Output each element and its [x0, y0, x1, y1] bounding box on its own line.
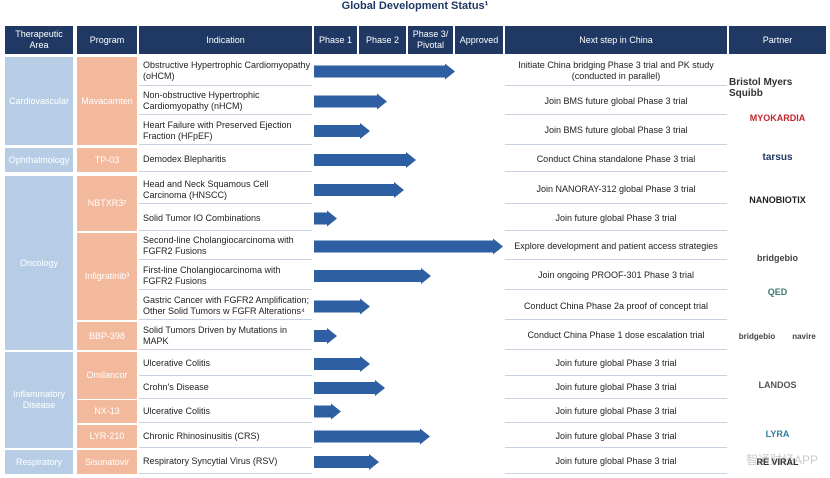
indication: Crohn's Disease [139, 377, 312, 399]
next-step: Join future global Phase 3 trial [505, 352, 727, 376]
indication: Non-obstructive Hypertrophic Cardiomyopa… [139, 88, 312, 115]
progress-arrow [314, 238, 503, 255]
header-cell: Program [77, 26, 137, 54]
area-cell: Oncology [5, 176, 73, 350]
indication: Solid Tumor IO Combinations [139, 206, 312, 231]
partner-logo: RE VIRAL [756, 456, 799, 467]
indication: Demodex Blepharitis [139, 148, 312, 172]
indication: Head and Neck Squamous Cell Carcinoma (H… [139, 176, 312, 204]
program-cell: NX-13 [77, 400, 137, 423]
partner-logo: QED [767, 286, 788, 297]
indication: Second-line Cholangiocarcinoma with FGFR… [139, 233, 312, 260]
progress-arrow [314, 454, 379, 470]
title: Global Development Status¹ [341, 0, 489, 12]
next-step: Explore development and patient access s… [505, 233, 727, 260]
partner-logo: MYOKARDIA [749, 112, 806, 123]
progress-arrow [314, 152, 416, 168]
partner-logo: tarsus [762, 151, 793, 163]
header-cell: Indication [139, 26, 312, 54]
header-cell: Phase 3/ Pivotal [408, 26, 453, 54]
indication: Ulcerative Colitis [139, 352, 312, 376]
progress-arrow [314, 428, 430, 445]
next-step: Join BMS future global Phase 3 trial [505, 88, 727, 115]
next-step: Join BMS future global Phase 3 trial [505, 117, 727, 145]
indication: Solid Tumors Driven by Mutations in MAPK [139, 322, 312, 350]
next-step: Conduct China Phase 2a proof of concept … [505, 293, 727, 320]
indication: First-line Cholangiocarcinoma with FGFR2… [139, 262, 312, 290]
partner-logo: NANOBIOTIX [749, 194, 806, 205]
progress-arrow [314, 356, 370, 372]
program-cell: NBTXR3² [77, 176, 137, 231]
indication: Gastric Cancer with FGFR2 Amplification;… [139, 293, 312, 320]
partner-logo: LYRA [765, 428, 790, 439]
indication: Obstructive Hypertrophic Cardiomyopathy … [139, 57, 312, 86]
program-cell: TP-03 [77, 148, 137, 172]
next-step: Join future global Phase 3 trial [505, 400, 727, 423]
area-cell: Inflammatory Disease [5, 352, 73, 448]
progress-arrow [314, 210, 337, 227]
progress-arrow [314, 403, 341, 420]
header-cell: Next step in China [505, 26, 727, 54]
program-cell: Sisunatovir [77, 450, 137, 474]
header-cell: Phase 1 [314, 26, 357, 54]
next-step: Join NANORAY-312 global Phase 3 trial [505, 176, 727, 204]
next-step: Join future global Phase 3 trial [505, 377, 727, 399]
next-step: Join future global Phase 3 trial [505, 450, 727, 474]
program-cell: Mavacamten [77, 57, 137, 145]
area-cell: Ophthalmology [5, 148, 73, 172]
indication: Heart Failure with Preserved Ejection Fr… [139, 117, 312, 145]
progress-arrow [314, 63, 455, 80]
partner-logo: Bristol Myers Squibb [729, 77, 793, 99]
next-step: Join ongoing PROOF-301 Phase 3 trial [505, 262, 727, 290]
program-cell: Infigratinib³ [77, 233, 137, 320]
area-cell: Respiratory [5, 450, 73, 474]
progress-arrow [314, 93, 387, 110]
progress-arrow [314, 298, 370, 315]
progress-arrow [314, 182, 404, 198]
program-cell: BBP-398 [77, 322, 137, 350]
indication: Respiratory Syncytial Virus (RSV) [139, 450, 312, 474]
next-step: Join future global Phase 3 trial [505, 425, 727, 448]
next-step: Conduct China standalone Phase 3 trial [505, 148, 727, 172]
indication: Ulcerative Colitis [139, 400, 312, 423]
progress-arrow [314, 268, 431, 284]
progress-arrow [314, 123, 370, 139]
partner-logo: LANDOS [758, 379, 797, 390]
area-cell: Cardiovascular [5, 57, 73, 145]
progress-arrow [314, 328, 337, 344]
indication: Chronic Rhinosinusitis (CRS) [139, 425, 312, 448]
program-cell: LYR-210 [77, 425, 137, 448]
header-cell: Therapeutic Area [5, 26, 73, 54]
program-cell: Omilancor [77, 352, 137, 399]
header-cell: Partner [729, 26, 826, 54]
progress-arrow [314, 380, 385, 396]
next-step: Initiate China bridging Phase 3 trial an… [505, 57, 727, 86]
header-cell: Phase 2 [359, 26, 406, 54]
watermark: 智通财经APP [745, 453, 818, 467]
header-cell: Approved [455, 26, 503, 54]
next-step: Conduct China Phase 1 dose escalation tr… [505, 322, 727, 350]
next-step: Join future global Phase 3 trial [505, 206, 727, 231]
partner-logo: navire [792, 331, 816, 341]
arrow-group [314, 63, 503, 470]
partner-logo: bridgebio [757, 252, 798, 263]
partner-logo: bridgebio [738, 331, 776, 341]
